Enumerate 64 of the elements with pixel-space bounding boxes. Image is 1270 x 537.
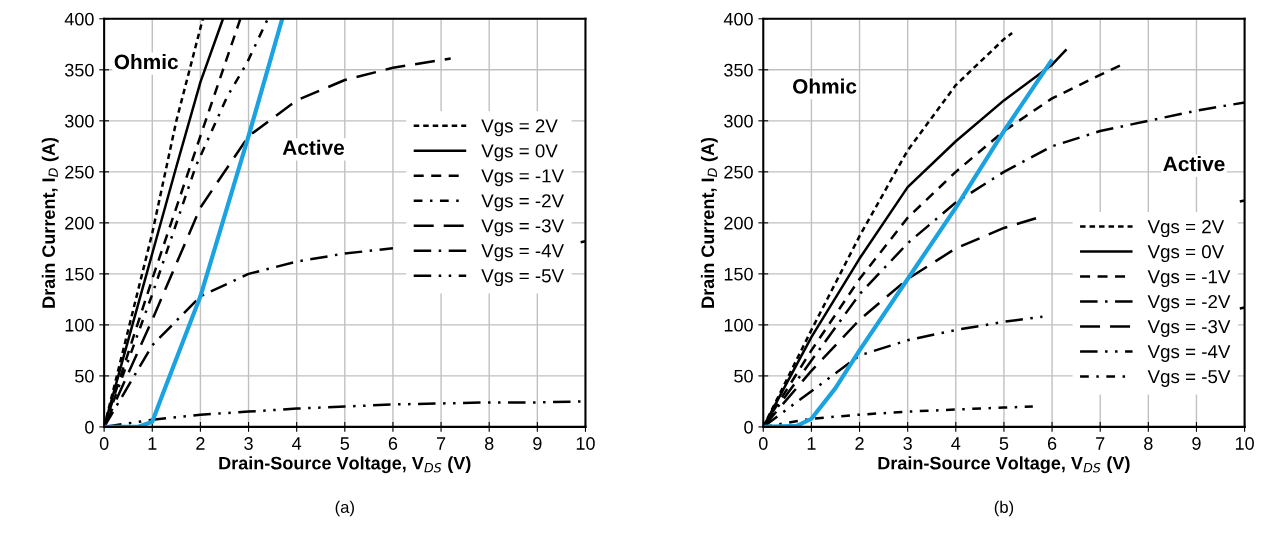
legend-label: Vgs = 0V [481, 144, 558, 162]
y-axis-title: Drain Current, I$_{D}$ (A) [41, 137, 59, 308]
x-tick-label: 7 [1096, 437, 1105, 450]
y-tick-label: 250 [724, 165, 753, 179]
legend-label: Vgs = -4V [1147, 345, 1231, 362]
annotation: Ohmic [114, 53, 178, 70]
legend-label: Vgs = -2V [481, 194, 564, 212]
y-tick-label: 400 [723, 12, 753, 26]
legend-label: Vgs = 0V [1147, 245, 1225, 263]
y-tick-label: 200 [65, 216, 94, 230]
y-tick-label: 100 [724, 318, 753, 332]
y-tick-label: 100 [65, 318, 94, 332]
x-tick-label: 8 [484, 437, 494, 450]
x-tick-label: 0 [758, 437, 768, 450]
x-tick-label: 0 [99, 437, 109, 450]
y-tick-label: 300 [724, 114, 753, 128]
y-tick-label: 400 [64, 12, 94, 26]
x-tick-label: 6 [388, 437, 398, 450]
legend-label: Vgs = -1V [1147, 270, 1231, 288]
x-axis-title: Drain-Source Voltage, V$_{DS}$ (V) [878, 456, 1130, 474]
y-tick-label: 300 [64, 114, 94, 128]
legend-label: Vgs = -1V [481, 169, 564, 187]
x-tick-label: 4 [951, 437, 961, 450]
x-tick-label: 1 [148, 437, 157, 450]
x-tick-label: 7 [436, 437, 446, 450]
y-tick-label: 350 [64, 63, 94, 77]
annotation: Ohmic [793, 78, 857, 94]
y-tick-label: 0 [85, 420, 94, 434]
x-tick-label: 9 [1192, 437, 1201, 450]
legend-label: Vgs = 2V [1147, 220, 1225, 238]
x-tick-label: 1 [807, 437, 816, 450]
y-tick-label: 50 [75, 369, 94, 383]
x-tick-label: 3 [903, 437, 912, 450]
text: (b) [994, 500, 1014, 517]
annotation: Active [282, 139, 345, 155]
legend-label: Vgs = -4V [481, 244, 564, 262]
legend-label: Vgs = -3V [1147, 319, 1231, 337]
x-tick-label: 2 [196, 437, 205, 450]
legend-label: Vgs = -5V [1147, 370, 1231, 387]
x-axis-title: Drain-Source Voltage, V$_{DS}$ (V) [219, 456, 471, 474]
y-tick-label: 50 [734, 369, 753, 383]
x-tick-label: 3 [244, 437, 253, 450]
y-axis-title: Drain Current, I$_{D}$ (A) [700, 137, 718, 308]
y-tick-label: 200 [724, 216, 753, 230]
legend-label: Vgs = -3V [481, 219, 564, 237]
y-tick-label: 250 [65, 165, 94, 179]
y-tick-label: 150 [724, 267, 753, 281]
text: (a) [335, 500, 354, 517]
y-tick-label: 150 [65, 267, 94, 281]
legend-label: Vgs = -2V [1147, 295, 1231, 312]
x-tick-label: 10 [576, 437, 595, 450]
x-tick-label: 5 [999, 437, 1009, 450]
x-tick-label: 6 [1047, 437, 1057, 450]
y-tick-label: 350 [724, 63, 753, 77]
legend-label: Vgs = 2V [481, 119, 558, 137]
x-tick-label: 2 [855, 437, 864, 450]
x-tick-label: 5 [340, 437, 350, 450]
x-tick-label: 4 [292, 437, 302, 450]
legend-label: Vgs = -5V [481, 269, 564, 287]
x-tick-label: 9 [533, 437, 542, 450]
y-tick-label: 0 [744, 420, 753, 434]
x-tick-label: 8 [1144, 437, 1153, 450]
annotation: Active [1163, 156, 1225, 172]
x-tick-label: 10 [1235, 437, 1254, 450]
